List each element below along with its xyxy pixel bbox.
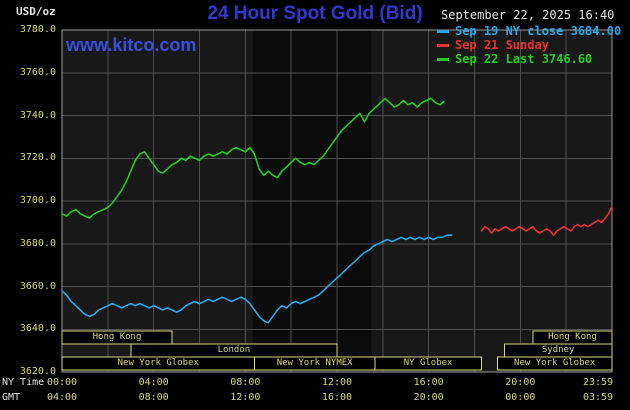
x-axis-ny-tick: 12:00 <box>321 377 353 388</box>
y-axis-tick: 3700.0 <box>19 195 56 206</box>
session-box <box>374 356 482 371</box>
chart-title: 24 Hour Spot Gold (Bid) <box>207 3 423 24</box>
session-label: Hong Kong <box>548 332 597 342</box>
session-label: NY Globex <box>403 358 453 368</box>
x-axis-ny-tick: 23:59 <box>582 377 614 388</box>
x-axis-ny-tick: 16:00 <box>413 377 444 388</box>
x-axis-gmt-tick: 00:00 <box>505 392 536 403</box>
x-axis-gmt-tick: 04:00 <box>46 392 78 403</box>
kitco-link[interactable]: www.kitco.com <box>66 35 197 55</box>
session-label: New York Globex <box>514 358 596 368</box>
x-axis-gmt-tick: 03:59 <box>582 392 614 403</box>
ny-time-axis-label: NY Time <box>2 377 45 388</box>
session-label: Sydney <box>541 345 575 355</box>
x-axis-gmt-tick: 08:00 <box>138 392 169 403</box>
y-axis-tick: 3680.0 <box>19 237 56 249</box>
session-box <box>61 330 173 345</box>
legend-item-sep19: Sep 19 NY close 3684.00 <box>437 24 621 38</box>
datetime-label: September 22, 2025 16:40 <box>441 8 615 22</box>
x-axis-ny-tick: 08:00 <box>230 377 261 388</box>
session-label: Hong Kong <box>92 332 142 342</box>
y-axis-tick: 3780.0 <box>19 24 56 35</box>
y-axis-tick: 3760.0 <box>19 66 56 78</box>
legend-label-sep21: Sep 21 Sunday <box>455 38 549 52</box>
series-line-sep-22 <box>61 97 445 219</box>
legend-item-sep21: Sep 21 Sunday <box>437 38 621 52</box>
gmt-axis-label: GMT <box>2 392 21 403</box>
legend-item-sep22: Sep 22 Last 3746.60 <box>437 52 621 66</box>
units-label: USD/oz <box>16 5 56 18</box>
y-axis-tick: 3660.0 <box>19 280 56 292</box>
x-axis-ny-tick: 20:00 <box>505 377 536 388</box>
session-label: London <box>217 345 251 355</box>
legend: Sep 19 NY close 3684.00 Sep 21 Sunday Se… <box>437 24 621 66</box>
legend-label-sep19: Sep 19 NY close 3684.00 <box>455 24 622 38</box>
sep19-line-swatch <box>437 29 449 33</box>
y-axis-tick: 3640.0 <box>19 323 56 335</box>
session-label: New York Globex <box>117 358 199 368</box>
session-label: New York NYMEX <box>276 358 353 368</box>
x-axis-ny-tick: 04:00 <box>138 377 169 388</box>
x-axis-gmt-tick: 20:00 <box>413 392 444 403</box>
y-axis-tick: 3740.0 <box>19 109 56 121</box>
y-axis-tick: 3620.0 <box>19 366 56 377</box>
series-line-sep-21 <box>480 206 613 236</box>
x-axis-gmt-tick: 12:00 <box>230 392 261 403</box>
y-axis-tick: 3720.0 <box>19 152 56 164</box>
x-axis-ny-tick: 00:00 <box>46 377 78 388</box>
x-axis-gmt-tick: 16:00 <box>321 392 353 403</box>
sep22-line-swatch <box>437 57 449 61</box>
sep21-line-swatch <box>437 43 449 47</box>
legend-label-sep22: Sep 22 Last 3746.60 <box>455 52 593 66</box>
series-line-sep-19 <box>61 234 453 324</box>
session-box <box>496 356 613 371</box>
